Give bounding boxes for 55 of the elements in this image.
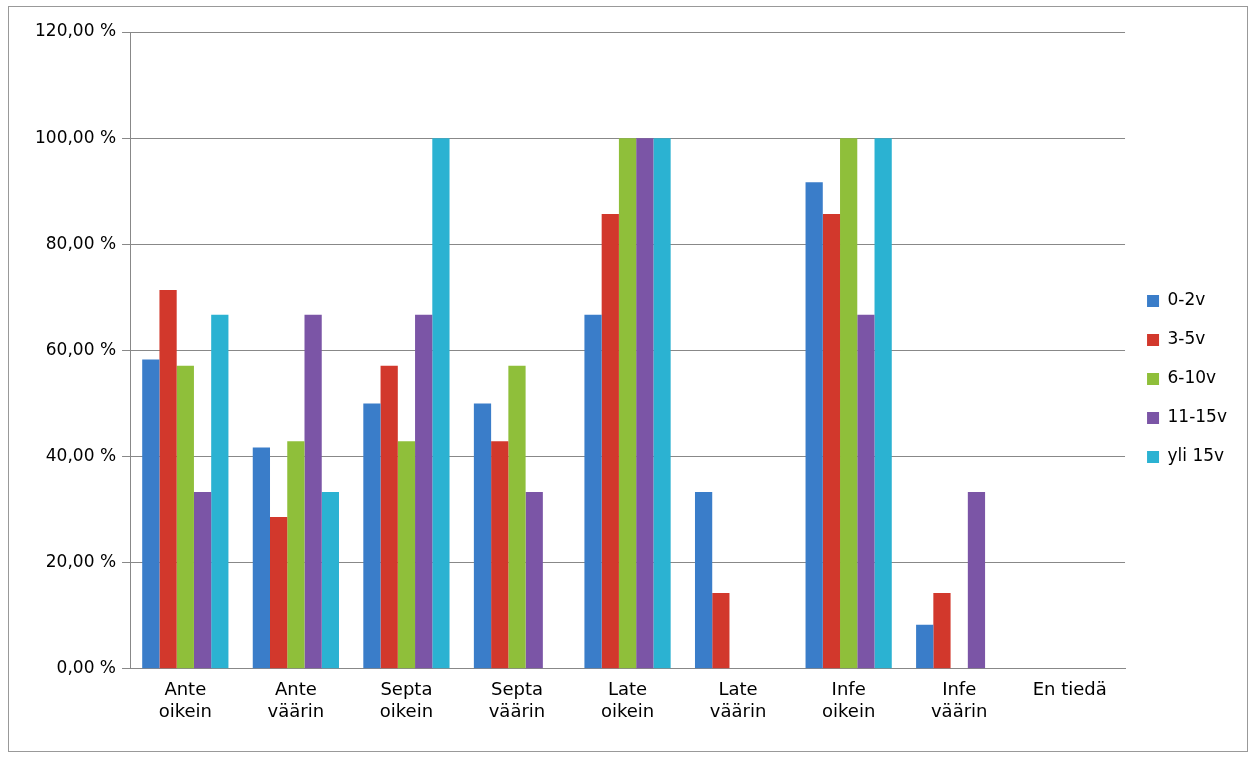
y-tick-label: 40,00 % [45, 444, 117, 465]
x-tick-label: Ante oikein [158, 678, 212, 721]
legend-label: 11-15v [1167, 406, 1228, 427]
x-tick-label: Infe oikein [822, 678, 876, 721]
bar [712, 592, 730, 669]
bar [857, 314, 875, 669]
bar [840, 138, 858, 669]
bar [933, 592, 951, 669]
bar [618, 138, 637, 669]
legend-label: 0-2v [1167, 289, 1206, 310]
y-tick-label: 120,00 % [34, 20, 117, 41]
bar [363, 403, 381, 669]
x-tick-label: Septa oikein [379, 678, 434, 721]
bar [473, 403, 492, 669]
y-tick-label: 20,00 % [45, 551, 117, 572]
bar [916, 624, 934, 669]
bar [380, 365, 398, 669]
legend-label: 6-10v [1167, 367, 1217, 388]
bar [304, 314, 322, 669]
bar [211, 314, 229, 669]
x-tick-label: Septa väärin [488, 678, 546, 721]
x-tick-label: Ante väärin [267, 678, 325, 721]
bar [601, 214, 619, 669]
bar [491, 441, 509, 669]
legend-label: 3-5v [1167, 328, 1206, 349]
bar [270, 517, 288, 669]
bar [321, 492, 339, 669]
x-tick-label: Infe väärin [930, 678, 988, 721]
bar [193, 492, 212, 669]
bar [694, 492, 713, 669]
bar [874, 138, 892, 669]
legend-label: yli 15v [1167, 445, 1225, 466]
bar [584, 314, 602, 669]
bar [159, 289, 177, 669]
bar [176, 365, 194, 669]
bar [415, 314, 433, 669]
bar [142, 359, 160, 669]
bar [287, 441, 305, 669]
bar [636, 138, 654, 669]
bar [252, 447, 270, 669]
y-tick-label: 80,00 % [45, 232, 117, 253]
bar [805, 182, 823, 669]
bar [967, 492, 986, 669]
bar [822, 214, 841, 669]
bar [432, 138, 450, 669]
bar [508, 365, 526, 669]
y-tick-label: 100,00 % [34, 126, 117, 147]
x-tick-label: Late väärin [709, 678, 767, 721]
bar [653, 138, 671, 669]
y-tick-label: 60,00 % [45, 338, 117, 359]
x-tick-label: En tiedä [1032, 678, 1107, 700]
bar [397, 441, 416, 669]
bar [525, 492, 543, 669]
x-tick-label: Late oikein [600, 678, 655, 721]
y-tick-label: 0,00 % [56, 657, 117, 678]
